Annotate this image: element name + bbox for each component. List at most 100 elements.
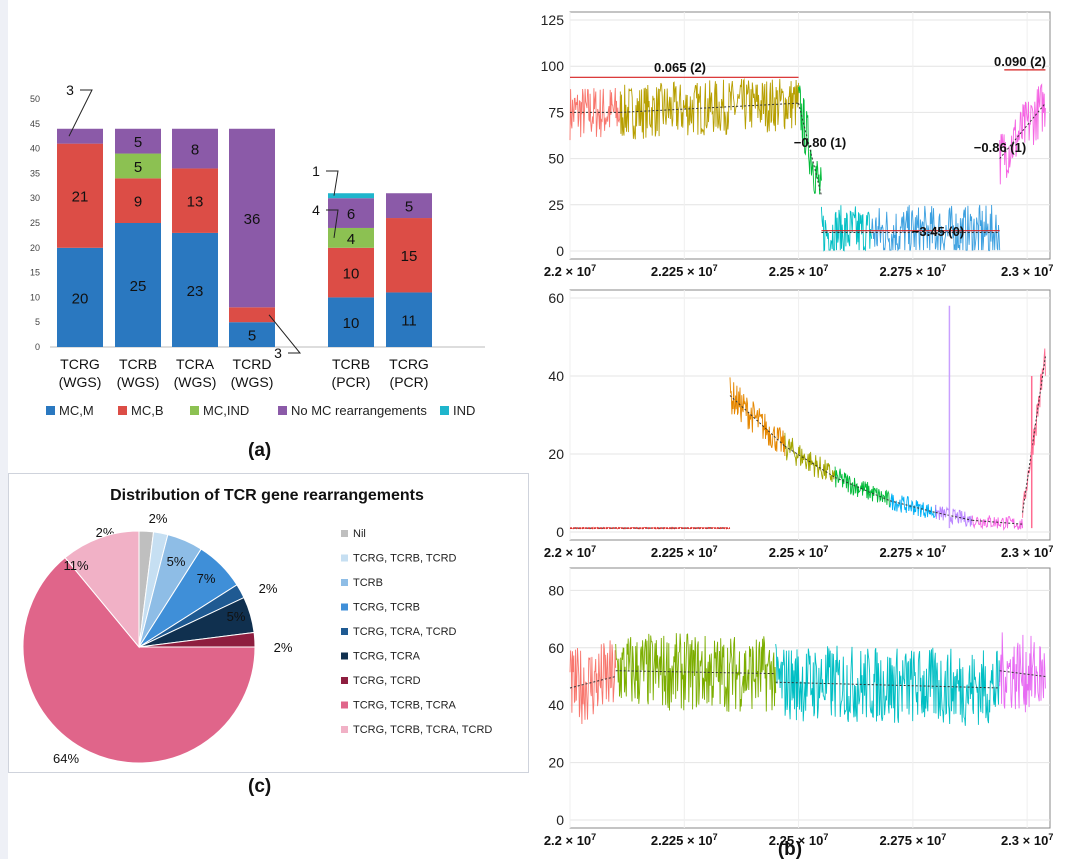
legend-swatch (341, 628, 348, 635)
y-tick-label: 60 (548, 640, 564, 656)
y-tick-label: 75 (548, 104, 564, 120)
category-label: (PCR) (332, 374, 371, 390)
legend-label: TCRG, TCRB, TCRA (353, 700, 457, 712)
stacked-bar-chart: 051015202530354045502021TCRG(WGS)25955TC… (30, 85, 485, 418)
trend-line (784, 445, 836, 478)
bar-segment (57, 143, 103, 248)
trend-line (972, 519, 1023, 525)
series-trace (569, 640, 617, 725)
x-tick-label: 2.275 × 107 (879, 832, 946, 848)
x-tick-exponent: 7 (823, 263, 828, 273)
segment-annotation: 0.065 (2) (654, 60, 706, 75)
series-trace (871, 204, 1001, 252)
panel-b-caption: (b) (778, 839, 802, 859)
bar-segment (386, 292, 432, 347)
segment-annotation: −0.80 (1) (794, 135, 846, 150)
legend-swatch (440, 406, 449, 415)
x-tick-label: 2.225 × 107 (651, 263, 718, 279)
y-tick-label: 0 (556, 812, 564, 828)
y-tick-label: 15 (30, 268, 40, 278)
y-tick-label: 45 (30, 119, 40, 129)
bar-segment (328, 297, 374, 347)
trend-line (615, 670, 776, 675)
callout-line (68, 89, 93, 137)
x-tick-label: 2.2 × 107 (544, 263, 596, 279)
panel-a-caption: (a) (248, 440, 272, 461)
y-tick-label: 20 (548, 755, 564, 771)
y-tick-label: 0 (556, 243, 564, 259)
x-tick-exponent: 7 (941, 263, 946, 273)
y-tick-label: 5 (35, 317, 40, 327)
legend-label: TCRG, TCRA, TCRD (353, 626, 457, 638)
bar-segment (115, 178, 161, 223)
pie-percent-label: 64% (53, 751, 79, 766)
legend-label: TCRG, TCRB (353, 602, 420, 614)
segmented-line-charts: 0 25 50 75 100 125 2.2 × 107 2.225 × 107 2.25 × … (541, 11, 1053, 859)
series-trace (889, 493, 937, 519)
category-label: TCRA (176, 356, 215, 372)
bar-segment (386, 193, 432, 219)
segment-value-label: 5 (134, 134, 142, 151)
x-tick-label: 2.225 × 107 (651, 832, 718, 848)
segment-value-label: 10 (343, 266, 360, 283)
pie-percent-label: 2% (259, 581, 278, 596)
callout-value-label: 3 (274, 345, 282, 361)
x-tick-exponent: 7 (941, 832, 946, 842)
x-tick-label: 2.25 × 107 (769, 544, 829, 560)
segment-value-label: 10 (343, 315, 360, 332)
series-trace (798, 85, 822, 195)
x-tick-exponent: 7 (1048, 544, 1053, 554)
pie-percent-label: 5% (227, 609, 246, 624)
x-tick-label: 2.3 × 107 (1001, 263, 1053, 279)
x-tick-exponent: 7 (713, 544, 718, 554)
segment-value-label: 36 (244, 211, 261, 228)
legend-swatch (341, 554, 348, 562)
y-tick-label: 40 (548, 697, 564, 713)
callout-line (326, 170, 339, 196)
segment-value-label: 5 (248, 328, 256, 345)
legend-label: TCRG, TCRB, TCRA, TCRD (353, 724, 492, 736)
pie-slice (22, 556, 256, 764)
legend-label: MC,B (131, 403, 164, 418)
series-trace (619, 77, 800, 140)
segment-value-label: 25 (130, 278, 147, 295)
y-tick-label: 35 (30, 168, 40, 178)
x-tick-exponent: 7 (823, 544, 828, 554)
segment-value-label: 11 (401, 313, 417, 330)
series-trace (775, 644, 1001, 726)
bar-segment (229, 322, 275, 347)
y-tick-label: 50 (30, 94, 40, 104)
panel-c-caption: (c) (248, 776, 272, 797)
legend-swatch (341, 677, 348, 684)
x-tick-exponent: 7 (713, 263, 718, 273)
x-tick-exponent: 7 (591, 544, 596, 554)
callout-value-label: 4 (312, 202, 320, 218)
callout-line (268, 314, 302, 354)
bar-segment (115, 153, 161, 179)
x-tick-exponent: 7 (713, 832, 718, 842)
y-tick-label: 125 (541, 12, 565, 28)
x-tick-label: 2.25 × 107 (769, 832, 829, 848)
series-trace (569, 87, 621, 141)
y-tick-label: 50 (548, 151, 564, 167)
category-label: TCRB (332, 356, 370, 372)
bar-segment (229, 307, 275, 323)
pie-percent-label: 7% (197, 571, 216, 586)
trend-line (620, 102, 799, 113)
x-tick-exponent: 7 (823, 832, 828, 842)
y-tick-label: 0 (35, 342, 40, 352)
x-tick-exponent: 7 (1048, 263, 1053, 273)
legend-label: TCRG, TCRA (353, 651, 421, 663)
x-tick-exponent: 7 (591, 263, 596, 273)
segment-value-label: 13 (187, 194, 204, 211)
series-trace (820, 205, 873, 252)
legend-swatch (278, 406, 287, 415)
x-tick-label: 2.2 × 107 (544, 832, 596, 848)
x-tick-label: 2.275 × 107 (879, 263, 946, 279)
segment-value-label: 6 (347, 206, 355, 223)
category-label: (WGS) (117, 374, 160, 390)
pie-slice (64, 530, 140, 649)
legend-label: MC,IND (203, 403, 249, 418)
x-tick-exponent: 7 (941, 544, 946, 554)
pie-percent-label: 2% (274, 640, 293, 655)
